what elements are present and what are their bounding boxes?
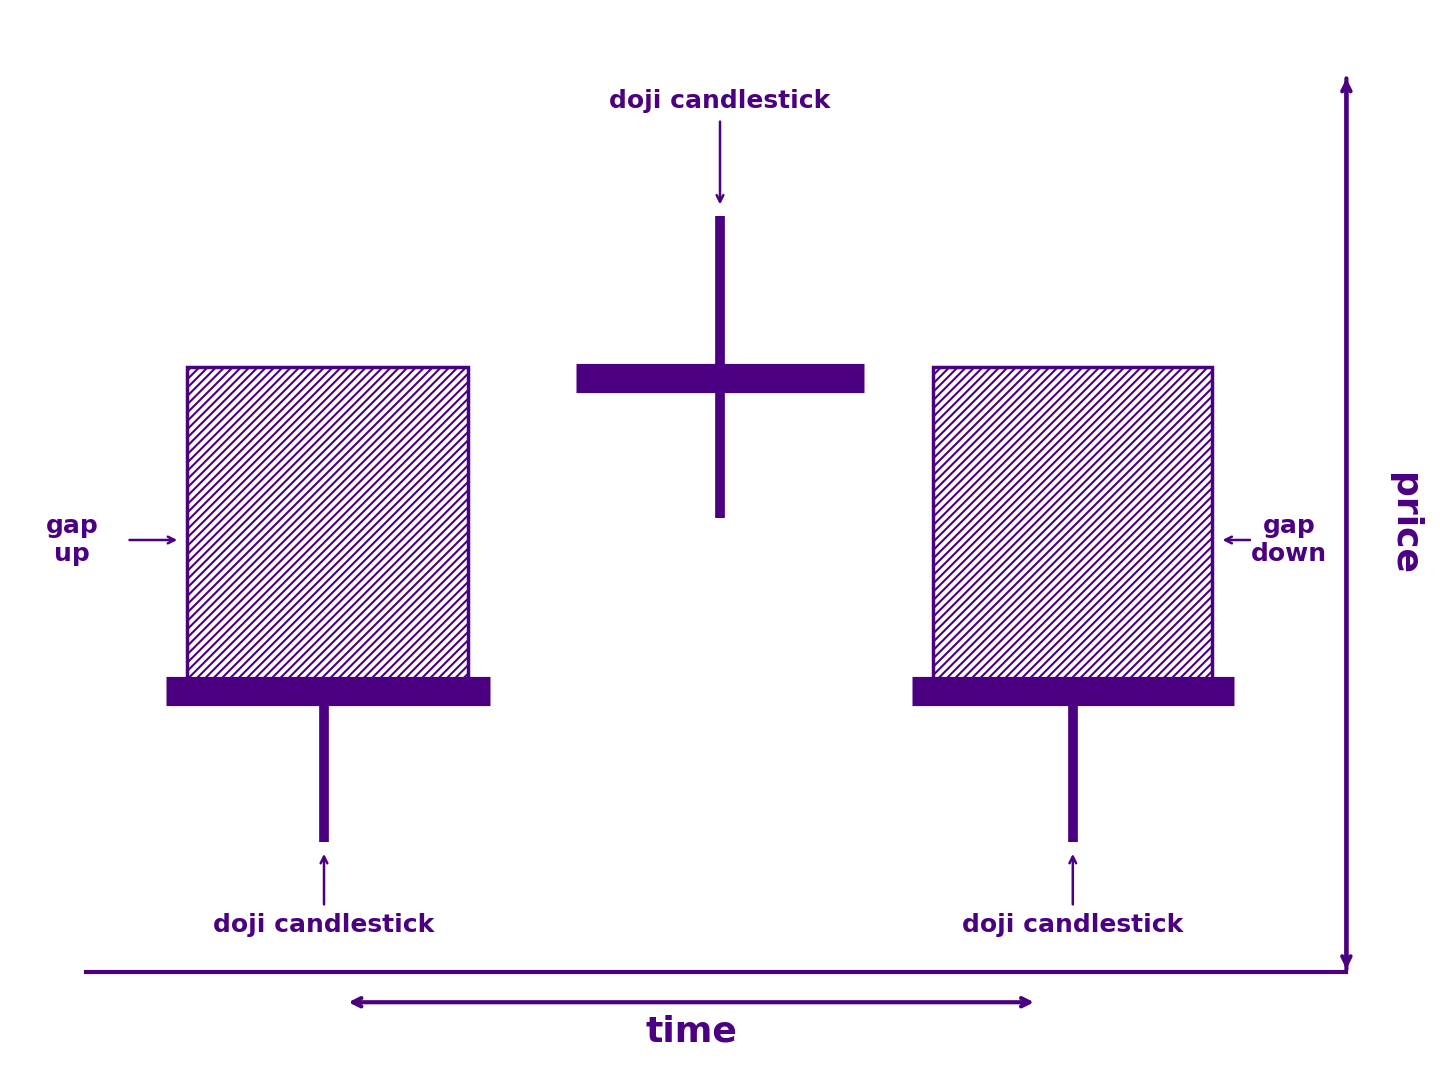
Text: gap
up: gap up: [46, 514, 98, 566]
Bar: [187, 367, 468, 691]
Text: time: time: [645, 1014, 737, 1049]
Text: doji candlestick: doji candlestick: [962, 913, 1184, 936]
Text: price: price: [1387, 473, 1421, 575]
Text: doji candlestick: doji candlestick: [213, 913, 435, 936]
Text: doji candlestick: doji candlestick: [609, 90, 831, 113]
Text: gap
down: gap down: [1251, 514, 1326, 566]
Bar: [933, 367, 1212, 691]
